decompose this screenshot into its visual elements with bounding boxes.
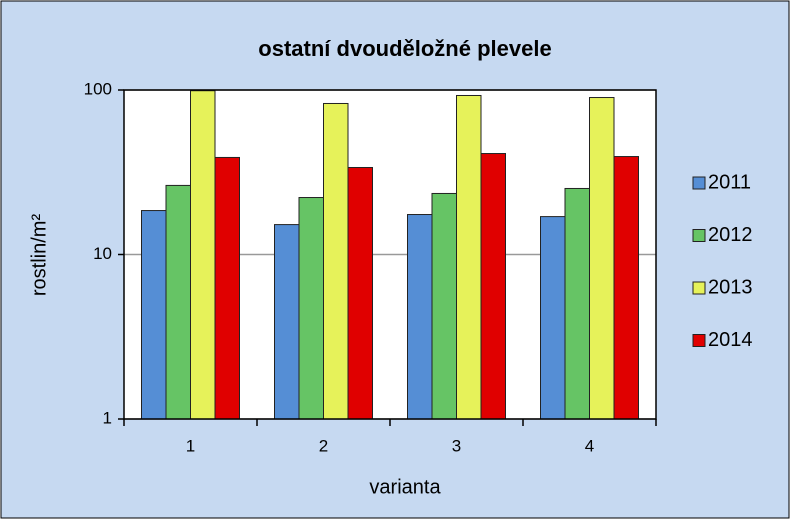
plot-border (123, 89, 657, 420)
bar (407, 214, 433, 420)
y-tick-label: 1 (103, 408, 112, 427)
legend-swatch (692, 229, 706, 242)
legend-label: 2014 (708, 329, 753, 351)
bar (589, 97, 615, 420)
bar (165, 184, 191, 420)
x-tick-label: 1 (186, 436, 195, 455)
bar (141, 210, 167, 420)
legend-swatch (692, 281, 706, 295)
legend-swatch (692, 334, 706, 347)
bar (274, 224, 300, 420)
bar (564, 187, 590, 420)
y-tick-label: 10 (93, 244, 112, 263)
legend-label: 2011 (708, 171, 751, 193)
legend-label: 2013 (708, 276, 753, 298)
bar (431, 192, 457, 420)
bar (298, 197, 324, 420)
legend-swatch (692, 176, 706, 190)
bar (323, 102, 349, 420)
bar (214, 156, 240, 420)
x-tick-label: 4 (585, 436, 594, 455)
bar (613, 156, 639, 420)
bar (480, 153, 506, 420)
x-tick-label: 3 (452, 436, 461, 455)
bar (347, 166, 373, 420)
bar (456, 94, 482, 420)
legend-label: 2012 (708, 224, 753, 246)
y-axis-label: rostlin/m² (28, 214, 50, 297)
x-tick-label: 2 (319, 436, 328, 455)
chart-title: ostatní dvouděložné plevele (258, 36, 551, 61)
bar (540, 216, 566, 420)
bar (190, 90, 216, 420)
x-axis-label: varianta (369, 476, 441, 498)
y-tick-label: 100 (84, 79, 112, 98)
